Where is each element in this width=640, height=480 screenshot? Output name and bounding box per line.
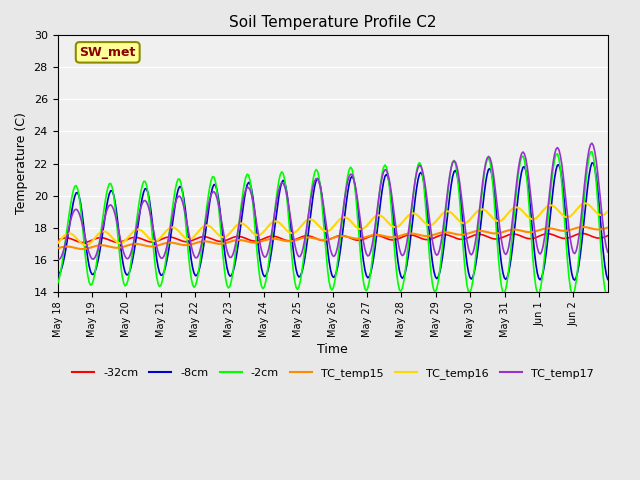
Legend: -32cm, -8cm, -2cm, TC_temp15, TC_temp16, TC_temp17: -32cm, -8cm, -2cm, TC_temp15, TC_temp16,… (67, 364, 598, 384)
Y-axis label: Temperature (C): Temperature (C) (15, 113, 28, 215)
Title: Soil Temperature Profile C2: Soil Temperature Profile C2 (229, 15, 436, 30)
X-axis label: Time: Time (317, 343, 348, 356)
Text: SW_met: SW_met (79, 46, 136, 59)
